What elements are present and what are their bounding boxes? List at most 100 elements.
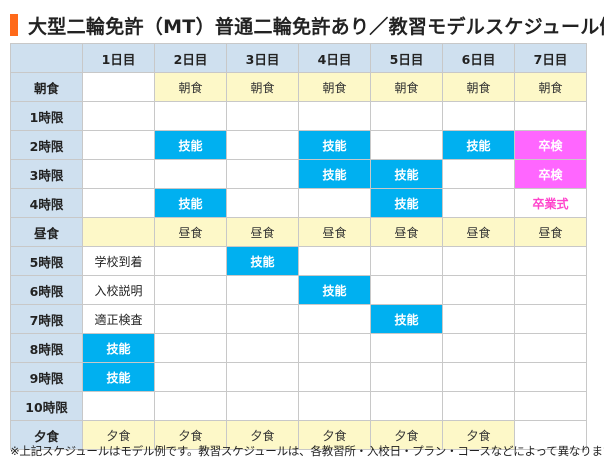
graduation-exam-cell: 卒検 xyxy=(514,159,587,189)
empty-cell xyxy=(298,391,371,421)
day-header-row: 1日目 2日目 3日目 4日目 5日目 6日目 7日目 xyxy=(10,43,587,73)
table-row: 朝食 朝食 朝食 朝食 朝食 朝食 朝食 xyxy=(10,72,587,102)
empty-cell xyxy=(154,391,227,421)
empty-cell xyxy=(82,188,155,218)
meal-cell: 昼食 xyxy=(442,217,515,247)
empty-cell xyxy=(442,159,515,189)
skill-lesson-cell: 技能 xyxy=(442,130,515,160)
page-title-bar: 大型二輪免許（MT）普通二輪免許あり／教習モデルスケジュール例 xyxy=(10,13,604,38)
day-header-4: 4日目 xyxy=(298,43,371,73)
day-header-7: 7日目 xyxy=(514,43,587,73)
empty-cell xyxy=(154,275,227,305)
day-header-3: 3日目 xyxy=(226,43,299,73)
empty-cell xyxy=(154,333,227,363)
empty-cell xyxy=(514,246,587,276)
corner-cell xyxy=(10,43,83,73)
empty-cell xyxy=(370,101,443,131)
day-header-1: 1日目 xyxy=(82,43,155,73)
empty-cell xyxy=(226,304,299,334)
row-label: 6時限 xyxy=(10,275,83,305)
activity-cell: 学校到着 xyxy=(82,246,155,276)
day-header-6: 6日目 xyxy=(442,43,515,73)
empty-cell xyxy=(298,304,371,334)
row-label: 夕食 xyxy=(10,420,83,450)
table-row: 10時限 xyxy=(10,391,587,421)
row-label: 3時限 xyxy=(10,159,83,189)
empty-cell xyxy=(370,275,443,305)
empty-cell xyxy=(82,101,155,131)
empty-cell xyxy=(298,362,371,392)
meal-cell: 朝食 xyxy=(442,72,515,102)
empty-cell xyxy=(442,246,515,276)
skill-lesson-cell: 技能 xyxy=(370,159,443,189)
day-header-5: 5日目 xyxy=(370,43,443,73)
table-row: 5時限 学校到着 技能 xyxy=(10,246,587,276)
table-row: 2時限 技能 技能 技能 卒検 xyxy=(10,130,587,160)
empty-cell xyxy=(370,246,443,276)
table-row: 8時限 技能 xyxy=(10,333,587,363)
skill-lesson-cell: 技能 xyxy=(370,304,443,334)
meal-cell: 昼食 xyxy=(226,217,299,247)
empty-cell xyxy=(298,246,371,276)
row-label: 1時限 xyxy=(10,101,83,131)
meal-cell: 昼食 xyxy=(514,217,587,247)
skill-lesson-cell: 技能 xyxy=(154,130,227,160)
empty-cell xyxy=(226,333,299,363)
empty-cell xyxy=(82,391,155,421)
empty-cell xyxy=(442,391,515,421)
table-row: 3時限 技能 技能 卒検 xyxy=(10,159,587,189)
meal-cell: 昼食 xyxy=(370,217,443,247)
skill-lesson-cell: 技能 xyxy=(82,362,155,392)
skill-lesson-cell: 技能 xyxy=(298,275,371,305)
day-header-2: 2日目 xyxy=(154,43,227,73)
meal-cell: 夕食 xyxy=(298,420,371,450)
empty-cell xyxy=(370,333,443,363)
page-title: 大型二輪免許（MT）普通二輪免許あり／教習モデルスケジュール例 xyxy=(28,15,604,38)
skill-lesson-cell: 技能 xyxy=(298,159,371,189)
schedule-body: 朝食 朝食 朝食 朝食 朝食 朝食 朝食 1時限 2時限 技能 技能 技能 卒検 3時限 技能 技能 卒検 4時限… xyxy=(10,72,587,450)
empty-cell xyxy=(370,391,443,421)
meal-cell: 昼食 xyxy=(298,217,371,247)
meal-cell: 夕食 xyxy=(370,420,443,450)
row-label: 10時限 xyxy=(10,391,83,421)
row-label: 2時限 xyxy=(10,130,83,160)
empty-cell xyxy=(82,72,155,102)
meal-cell: 朝食 xyxy=(154,72,227,102)
empty-cell xyxy=(226,275,299,305)
meal-cell xyxy=(82,217,155,247)
meal-cell: 朝食 xyxy=(226,72,299,102)
table-row: 1時限 xyxy=(10,101,587,131)
skill-lesson-cell: 技能 xyxy=(298,130,371,160)
row-label: 朝食 xyxy=(10,72,83,102)
graduation-ceremony-cell: 卒業式 xyxy=(514,188,587,218)
empty-cell xyxy=(370,362,443,392)
activity-cell: 入校説明 xyxy=(82,275,155,305)
table-row: 4時限 技能 技能 卒業式 xyxy=(10,188,587,218)
empty-cell xyxy=(226,130,299,160)
meal-cell: 朝食 xyxy=(298,72,371,102)
meal-cell: 朝食 xyxy=(514,72,587,102)
meal-cell: 夕食 xyxy=(442,420,515,450)
row-label: 4時限 xyxy=(10,188,83,218)
footnote: ※上記スケジュールはモデル例です。教習スケジュールは、各教習所・入校日・プラン・… xyxy=(10,444,604,458)
empty-cell xyxy=(442,101,515,131)
graduation-exam-cell: 卒検 xyxy=(514,130,587,160)
empty-cell xyxy=(82,130,155,160)
empty-cell xyxy=(226,159,299,189)
activity-cell: 適正検査 xyxy=(82,304,155,334)
skill-lesson-cell: 技能 xyxy=(226,246,299,276)
row-label: 8時限 xyxy=(10,333,83,363)
empty-cell xyxy=(154,362,227,392)
empty-cell xyxy=(298,333,371,363)
empty-cell xyxy=(514,275,587,305)
empty-cell xyxy=(442,333,515,363)
meal-cell: 昼食 xyxy=(154,217,227,247)
empty-cell xyxy=(442,362,515,392)
row-label: 9時限 xyxy=(10,362,83,392)
empty-cell xyxy=(82,159,155,189)
empty-cell xyxy=(514,391,587,421)
empty-cell xyxy=(226,101,299,131)
row-label: 5時限 xyxy=(10,246,83,276)
empty-cell xyxy=(514,420,587,450)
skill-lesson-cell: 技能 xyxy=(154,188,227,218)
